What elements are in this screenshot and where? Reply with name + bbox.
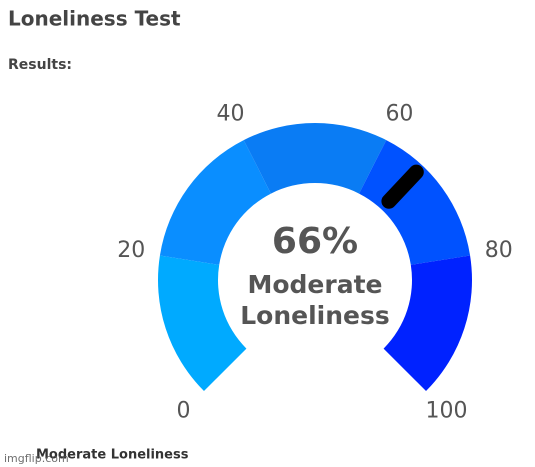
tick-label: 100 xyxy=(426,399,468,424)
gauge-band xyxy=(359,140,471,265)
tick-label: 60 xyxy=(385,101,413,126)
gauge-label: Loneliness xyxy=(240,301,390,330)
result-text: Moderate Loneliness xyxy=(36,448,189,463)
gauge-value: 66% xyxy=(272,221,358,262)
tick-label: 0 xyxy=(176,399,190,424)
tick-label: 20 xyxy=(117,238,145,263)
gauge-band xyxy=(383,255,472,392)
page-title: Loneliness Test xyxy=(8,7,181,31)
gauge-label: Moderate xyxy=(247,270,382,299)
tick-label: 40 xyxy=(217,101,245,126)
watermark: imgflip.com xyxy=(4,452,69,465)
tick-label: 80 xyxy=(485,238,513,263)
needle xyxy=(381,164,424,209)
gauge-band xyxy=(158,255,247,392)
results-heading: Results: xyxy=(8,57,72,73)
gauge-band xyxy=(159,140,271,265)
gauge-band xyxy=(243,122,387,194)
